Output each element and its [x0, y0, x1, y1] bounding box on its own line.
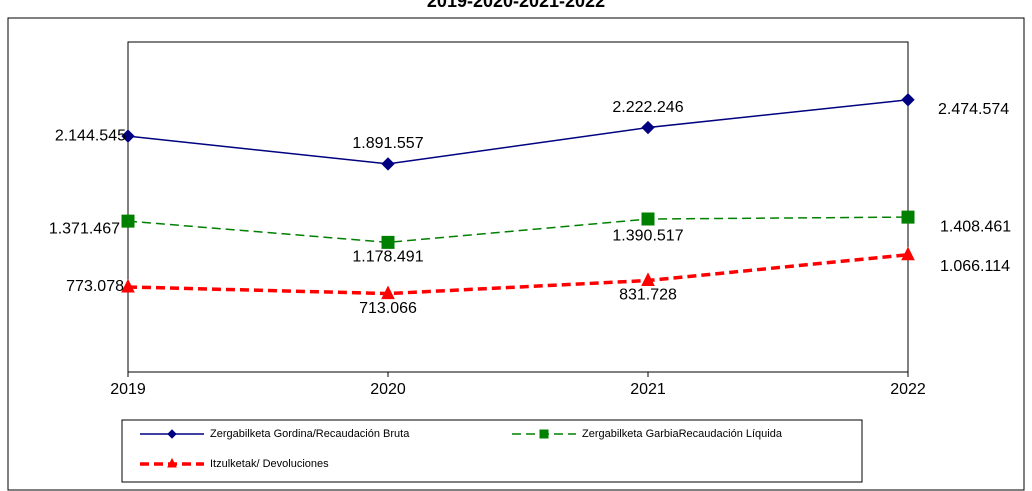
legend-marker [539, 429, 549, 439]
legend-marker [167, 429, 177, 439]
data-label: 773.078 [66, 278, 124, 295]
data-point [901, 93, 915, 107]
legend [121, 419, 863, 483]
legend-label: Zergabilketa GarbiaRecaudación Líquida [582, 428, 783, 440]
data-point [121, 129, 135, 143]
data-label: 2.144.545 [55, 127, 126, 144]
data-label: 1.408.461 [940, 218, 1011, 235]
data-point [641, 120, 655, 135]
x-tick-label: 2020 [370, 381, 406, 398]
x-tick-label: 2021 [630, 381, 666, 398]
data-point [641, 212, 655, 226]
legend-label: Itzulketak/ Devoluciones [210, 458, 329, 470]
data-label: 2.474.574 [938, 101, 1009, 118]
data-point [641, 272, 655, 287]
data-label: 1.066.114 [940, 258, 1010, 275]
legend-marker [167, 457, 177, 468]
x-tick-label: 2019 [110, 381, 146, 398]
data-label: 713.066 [359, 300, 417, 317]
series-line [127, 252, 909, 296]
data-label: 1.371.467 [49, 220, 120, 237]
data-point [121, 214, 135, 228]
data-label: 1.891.557 [352, 135, 423, 152]
series-line [127, 216, 909, 244]
data-point [381, 285, 395, 300]
series-line [127, 99, 909, 165]
legend-label: Zergabilketa Gordina/Recaudación Bruta [210, 428, 410, 440]
data-point [901, 210, 915, 224]
data-label: 1.390.517 [612, 227, 683, 244]
data-point [381, 157, 395, 171]
data-point [381, 235, 395, 249]
x-tick-label: 2022 [890, 381, 926, 398]
data-point [121, 278, 135, 293]
data-label: 2.222.246 [612, 99, 683, 116]
data-label: 831.728 [619, 287, 677, 304]
plot-area [127, 41, 909, 373]
chart-title: 2019-2020-2021-2022 [427, 0, 605, 11]
data-point [901, 246, 915, 261]
data-label: 1.178.491 [352, 249, 423, 266]
